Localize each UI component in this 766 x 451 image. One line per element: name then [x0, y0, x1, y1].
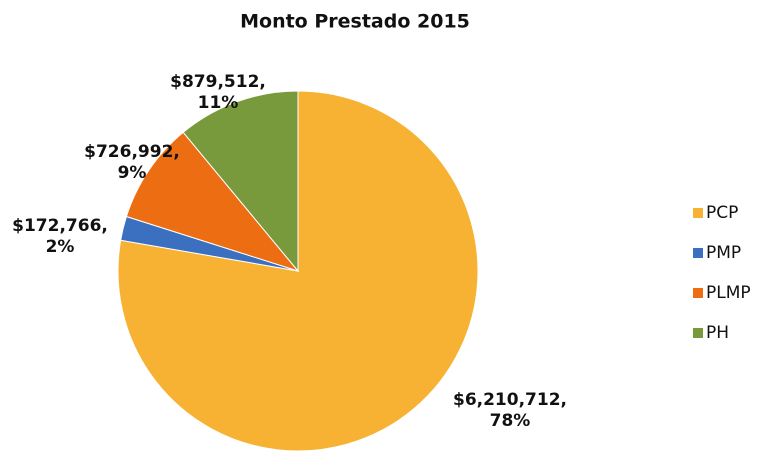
- data-label: $6,210,712,: [453, 390, 567, 410]
- legend-label: PCP: [706, 203, 738, 223]
- legend-label: PLMP: [706, 283, 751, 303]
- legend-swatch: [693, 288, 703, 298]
- pie-slice: [117, 90, 479, 451]
- data-label: 78%: [490, 411, 531, 431]
- data-label: $172,766,: [12, 216, 108, 236]
- data-label: 2%: [46, 237, 75, 257]
- pie-slice: [182, 90, 299, 273]
- chart-title: Monto Prestado 2015: [240, 11, 470, 33]
- legend-swatch: [693, 328, 703, 338]
- legend-swatch: [693, 208, 703, 218]
- data-label: 11%: [198, 93, 239, 113]
- legend-label: PMP: [706, 243, 741, 263]
- pie-slice: [125, 131, 300, 272]
- data-label: 9%: [118, 163, 147, 183]
- legend-swatch: [693, 248, 703, 258]
- data-label: $726,992,: [84, 142, 180, 162]
- data-label: $879,512,: [170, 72, 266, 92]
- legend-label: PH: [706, 323, 729, 343]
